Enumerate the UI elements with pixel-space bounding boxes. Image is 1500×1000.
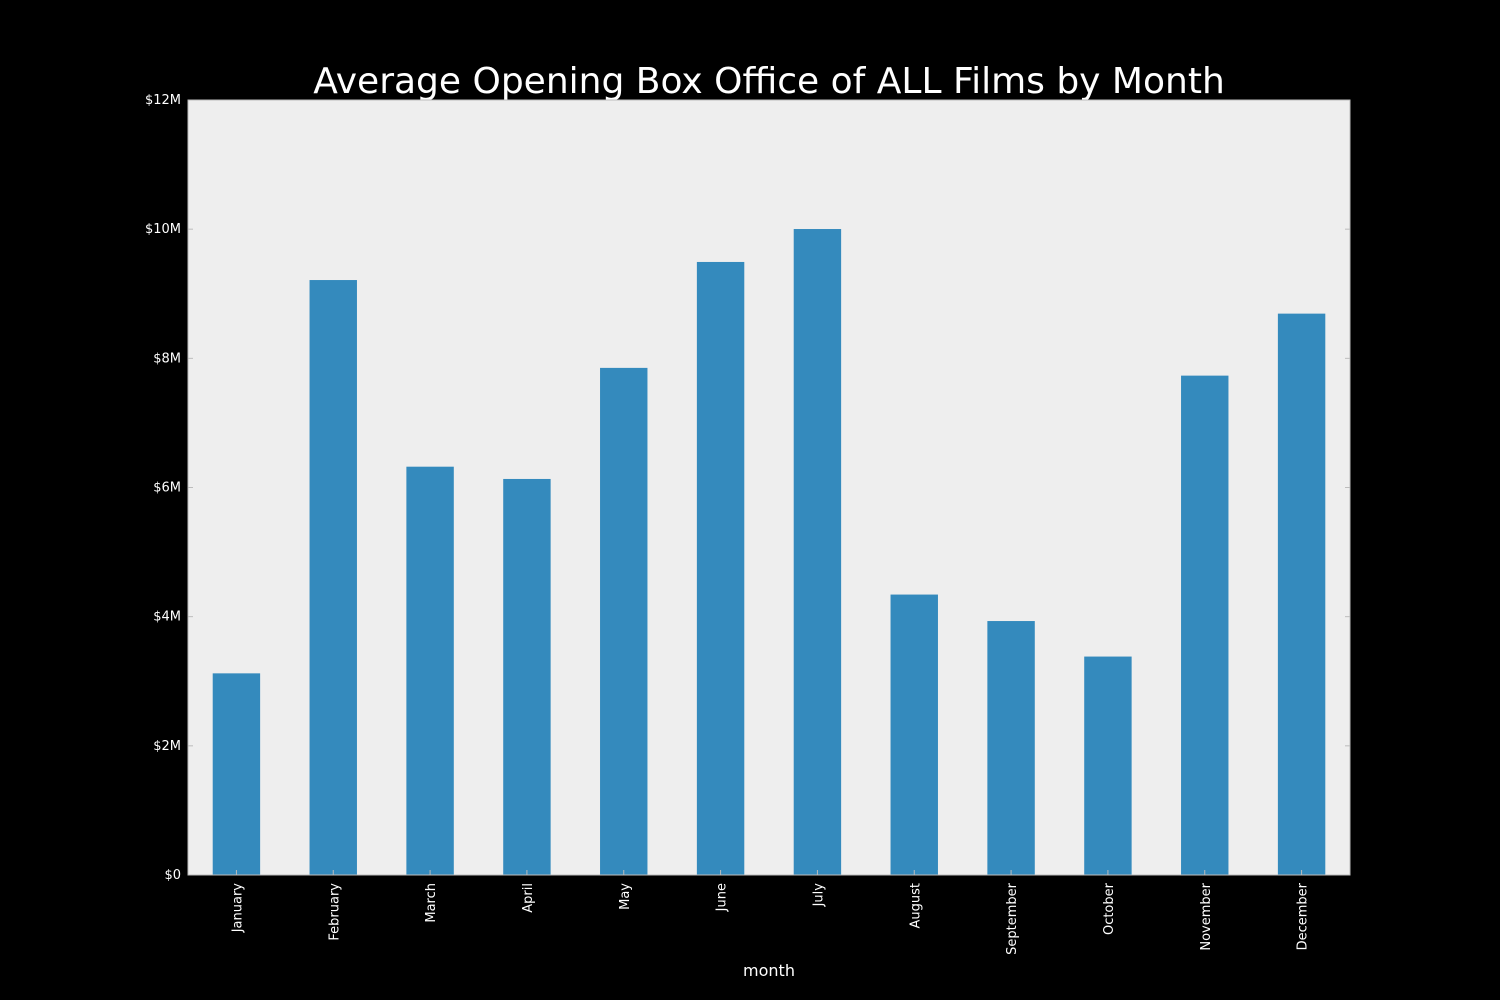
y-tick-label: $8M [153, 351, 181, 366]
bar-april [502, 477, 552, 876]
y-tick-label: $4M [153, 610, 181, 625]
x-tick-label-december: December [1296, 882, 1311, 950]
x-tick-label-july: July [811, 883, 826, 908]
y-tick-label: $2M [153, 739, 181, 754]
bar-june [695, 260, 746, 876]
bar-february [308, 279, 358, 876]
x-tick-label-april: April [521, 883, 536, 913]
bar-january [211, 672, 262, 876]
bar-august [889, 593, 939, 876]
x-tick-label-january: January [230, 883, 245, 934]
x-axis: January February March April May June July Augu… [230, 870, 1311, 955]
bar-november [1180, 374, 1230, 876]
bar-october [1083, 655, 1133, 876]
x-tick-label-march: March [424, 883, 439, 923]
y-axis: $0 $2M $4M $6M $8M $10M $12M [145, 93, 1350, 883]
plot-area [188, 100, 1350, 875]
x-tick-label-november: November [1199, 882, 1214, 950]
bar-september [986, 620, 1036, 876]
bar-december [1276, 312, 1327, 876]
bar-may [599, 366, 649, 876]
chart-title: Average Opening Box Office of ALL Films … [313, 61, 1225, 102]
x-tick-label-june: June [715, 883, 730, 912]
y-tick-label: $6M [153, 481, 181, 496]
x-tick-label-august: August [908, 883, 923, 929]
y-tick-label: $0 [164, 868, 181, 883]
bar-july [792, 228, 843, 876]
x-tick-label-february: February [327, 883, 342, 941]
bars-group [211, 228, 1327, 876]
y-tick-label: $12M [145, 93, 181, 108]
x-tick-label-october: October [1102, 882, 1117, 935]
x-axis-label: month [743, 961, 795, 980]
y-tick-label: $10M [145, 222, 181, 237]
x-tick-label-september: September [1005, 882, 1020, 955]
x-tick-label-may: May [618, 883, 633, 910]
bar-march [405, 465, 455, 876]
